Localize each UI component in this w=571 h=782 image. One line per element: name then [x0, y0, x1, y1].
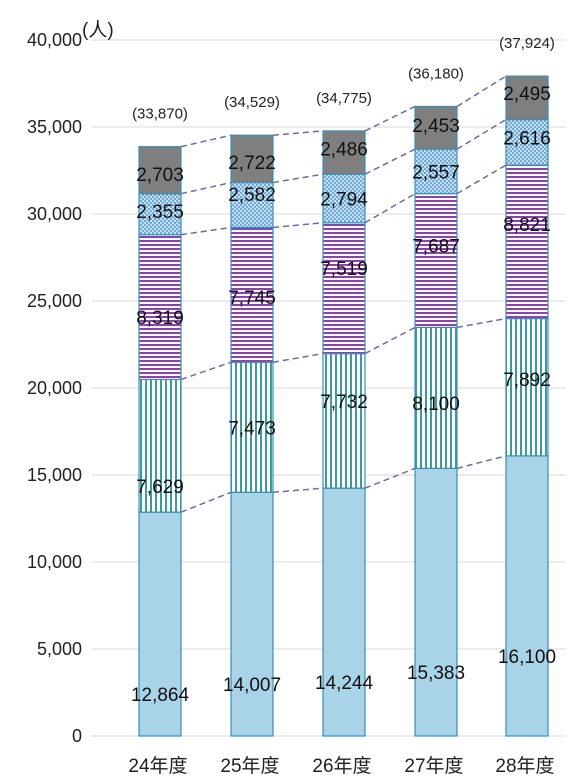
- total-label: (34,529): [224, 94, 280, 111]
- bar-segment: [505, 164, 549, 320]
- segment-value-label: 2,616: [503, 128, 551, 149]
- total-label: (33,870): [132, 106, 188, 123]
- segment-value-label: 2,703: [136, 165, 184, 186]
- y-tick-label: 20,000: [27, 378, 82, 398]
- segment-value-label: 2,582: [228, 185, 276, 206]
- bar-segment: [505, 118, 549, 166]
- connector-line: [272, 173, 324, 184]
- connector-line: [272, 487, 324, 494]
- connector-line: [180, 491, 232, 513]
- segment-value-label: 7,519: [320, 259, 368, 280]
- bar-segment: [414, 326, 458, 469]
- bar-segment: [230, 361, 274, 493]
- segment-value-label: 12,864: [131, 685, 190, 706]
- segment-value-label: 7,732: [320, 392, 368, 413]
- connector-line: [456, 75, 507, 108]
- connector-line: [456, 317, 507, 329]
- connector-line: [364, 148, 416, 175]
- connector-line: [180, 226, 232, 236]
- connector-line: [180, 181, 232, 195]
- segment-value-label: 14,244: [315, 673, 374, 694]
- connector-line: [364, 467, 416, 489]
- y-axis: 0 5,000 10,000 15,000 20,000 25,000 30,000 35,0…: [27, 30, 82, 746]
- bar-segment: [138, 234, 182, 381]
- bar-segment: [505, 317, 549, 457]
- y-tick-label: 30,000: [27, 204, 82, 224]
- segment-value-label: 8,319: [136, 308, 184, 329]
- segment-value-label: 7,473: [228, 418, 276, 439]
- x-category-label: 26年度: [312, 755, 371, 777]
- y-tick-label: 15,000: [27, 465, 82, 485]
- bar-segment: [138, 378, 182, 513]
- y-tick-label: 0: [72, 726, 82, 746]
- y-tick-label: 10,000: [27, 552, 82, 572]
- segment-value-label: 7,629: [136, 477, 184, 498]
- bar-segment: [138, 146, 182, 195]
- bars: [138, 75, 549, 737]
- bar-segment: [322, 487, 366, 737]
- unit-label: (人): [82, 19, 114, 41]
- y-tick-label: 35,000: [27, 117, 82, 137]
- connector-line: [272, 222, 324, 229]
- segment-value-label: 2,557: [412, 162, 460, 183]
- connector-line: [456, 455, 507, 470]
- x-category-label: 27年度: [404, 755, 463, 777]
- segment-value-label: 14,007: [223, 675, 281, 696]
- segment-value-label: 7,892: [503, 370, 551, 391]
- total-label: (37,924): [499, 35, 555, 52]
- x-category-label: 25年度: [220, 755, 279, 777]
- bar-segment: [322, 222, 366, 355]
- connector-lines: [180, 75, 507, 513]
- segment-value-label: 15,383: [407, 663, 465, 684]
- segment-value-label: 2,453: [412, 116, 460, 137]
- connector-line: [364, 192, 416, 224]
- bar-segment: [230, 226, 274, 363]
- connector-line: [272, 352, 324, 363]
- connector-line: [272, 130, 324, 136]
- data-labels: 12,864 7,629 8,319 2,355 2,703 14,007 7,473 7,7…: [128, 35, 556, 777]
- segment-value-label: 7,745: [228, 288, 276, 309]
- bar-segment: [414, 467, 458, 737]
- segment-value-label: 8,821: [503, 215, 551, 236]
- connector-line: [180, 361, 232, 381]
- connector-line: [456, 164, 507, 195]
- bar-segment: [138, 511, 182, 737]
- bar-segment: [414, 148, 458, 195]
- bar-segment: [230, 181, 274, 229]
- bar-segment: [230, 491, 274, 737]
- bar-segment: [230, 134, 274, 184]
- segment-value-label: 2,486: [320, 140, 368, 161]
- connector-line: [456, 118, 507, 150]
- segment-value-label: 2,355: [136, 202, 184, 223]
- total-label: (36,180): [408, 65, 464, 82]
- y-tick-label: 5,000: [37, 639, 82, 659]
- total-label: (34,775): [316, 90, 372, 107]
- bar-segment: [322, 130, 366, 175]
- bar-segment: [505, 455, 549, 737]
- segment-value-label: 2,722: [228, 153, 276, 174]
- y-tick-label: 40,000: [27, 30, 82, 50]
- bar-segment: [414, 105, 458, 150]
- bar-segment: [414, 193, 458, 328]
- segment-value-label: 2,794: [320, 189, 368, 210]
- bar-segment: [322, 353, 366, 489]
- x-category-label: 24年度: [128, 755, 187, 777]
- segment-value-label: 2,495: [503, 84, 551, 105]
- connector-line: [180, 134, 232, 148]
- segment-value-label: 7,687: [412, 237, 460, 258]
- connector-line: [364, 326, 416, 355]
- segment-value-label: 16,100: [498, 647, 556, 668]
- x-category-label: 28年度: [495, 755, 554, 777]
- y-tick-label: 25,000: [27, 291, 82, 311]
- bar-segment: [505, 75, 549, 121]
- segment-value-label: 8,100: [412, 394, 460, 415]
